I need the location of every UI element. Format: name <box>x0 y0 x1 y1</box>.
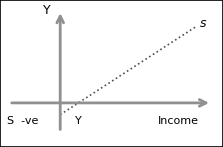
Text: Y: Y <box>43 4 51 17</box>
Text: S  -ve: S -ve <box>7 116 38 126</box>
Text: Y: Y <box>75 116 82 126</box>
Text: Income: Income <box>158 116 199 126</box>
Text: s: s <box>200 17 206 30</box>
